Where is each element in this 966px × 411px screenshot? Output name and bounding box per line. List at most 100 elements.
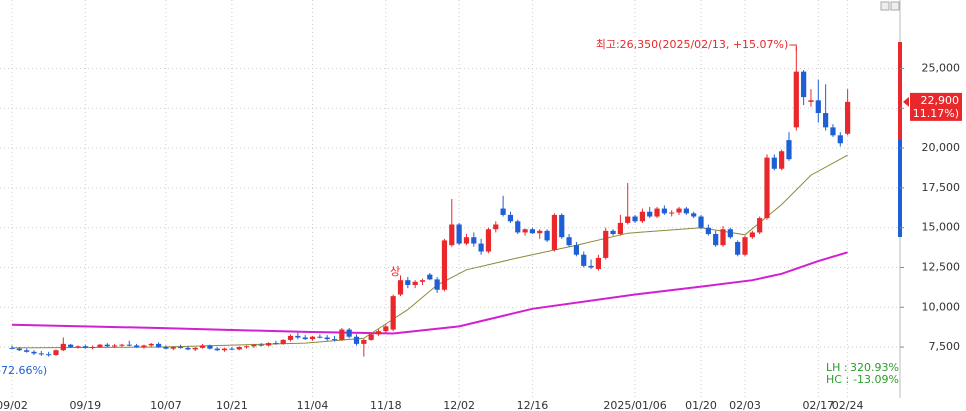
x-tick-label: 12/16	[517, 399, 549, 411]
candle-body	[771, 157, 777, 169]
candle-body	[581, 254, 587, 266]
candle-body	[309, 336, 316, 340]
last-price-box	[910, 92, 962, 121]
range-bar-down	[898, 140, 902, 237]
candle-body	[757, 218, 763, 233]
candle-body	[317, 336, 323, 338]
candle-body	[434, 279, 440, 290]
window-button[interactable]	[890, 1, 900, 11]
candle-body	[698, 216, 704, 228]
candle-body	[97, 344, 103, 348]
candle-body	[713, 234, 719, 246]
candle-body	[346, 329, 352, 337]
x-tick-label: 10/21	[216, 399, 248, 411]
candle-body	[639, 211, 645, 222]
candle-body	[383, 326, 389, 332]
candle-body	[405, 280, 411, 285]
x-tick-label: 02/17	[802, 399, 834, 411]
y-tick-label: 20,000	[922, 141, 961, 154]
candle-body	[229, 348, 235, 350]
candle-body	[258, 344, 264, 346]
candle-body	[507, 214, 514, 222]
candle-body	[808, 100, 814, 102]
candle-body	[141, 345, 147, 348]
y-tick-label: 10,000	[922, 300, 961, 313]
last-price-label: 22,900	[921, 94, 960, 107]
candle-body	[595, 257, 601, 270]
last-change-label: ( 11.17%)	[905, 107, 959, 120]
candle-body	[419, 280, 426, 282]
candle-body	[9, 347, 15, 349]
candle-body	[112, 345, 118, 347]
moving-average-line	[11, 251, 848, 335]
candle-body	[845, 101, 851, 134]
y-tick-label: 25,000	[922, 61, 961, 74]
candle-body	[295, 335, 301, 338]
candle-body	[353, 336, 360, 344]
candle-body	[654, 208, 660, 217]
x-tick-label: 02/24	[832, 399, 864, 411]
candle-body	[60, 343, 66, 351]
candle-body	[793, 71, 799, 128]
candle-body	[163, 347, 169, 349]
candle-body	[779, 151, 785, 169]
candle-body	[287, 335, 294, 340]
candle-body	[192, 347, 198, 350]
candle-body	[735, 241, 741, 255]
candle-body	[500, 208, 506, 215]
candle-body	[588, 265, 594, 268]
candle-body	[632, 216, 638, 222]
y-tick-label: 17,500	[922, 181, 961, 194]
candle-body	[75, 346, 81, 348]
candle-body	[53, 350, 59, 356]
candle-body	[749, 232, 755, 238]
candle-body	[280, 339, 286, 344]
window-button[interactable]	[880, 1, 890, 11]
candle-body	[559, 214, 565, 238]
candle-body	[610, 230, 616, 235]
candle-body	[199, 345, 206, 348]
x-tick-label: 09/02	[0, 399, 28, 411]
candle-body	[412, 281, 418, 285]
candle-body	[537, 230, 543, 234]
candle-body	[742, 237, 748, 255]
candle-body	[683, 208, 689, 214]
candle-body	[24, 350, 30, 352]
candle-body	[566, 237, 572, 246]
x-tick-label: 02/03	[729, 399, 761, 411]
candle-body	[185, 347, 191, 350]
x-tick-label: 11/18	[370, 399, 402, 411]
candle-body	[441, 240, 448, 290]
candle-body	[273, 343, 279, 345]
stat-value: -13.09%	[853, 373, 899, 386]
candle-body	[90, 347, 96, 349]
candle-body	[177, 347, 184, 349]
candle-body	[339, 329, 345, 340]
candle-body	[207, 345, 213, 349]
candle-body	[471, 237, 477, 244]
candle-body	[786, 140, 792, 160]
candle-body	[727, 229, 733, 238]
candle-body	[148, 343, 154, 346]
candle-body	[119, 344, 125, 346]
candle-body	[815, 100, 821, 114]
candle-body	[265, 343, 272, 346]
x-tick-label: 12/02	[443, 399, 475, 411]
candle-body	[573, 245, 580, 255]
stat-value: 320.93%	[850, 361, 899, 374]
x-tick-label: 01/20	[685, 399, 717, 411]
candle-body	[837, 135, 843, 144]
stat-label: LH :	[826, 361, 848, 374]
candle-body	[493, 224, 499, 230]
candle-body	[38, 353, 44, 355]
candle-body	[485, 229, 492, 252]
candle-body	[669, 212, 675, 214]
x-tick-label: 10/07	[150, 399, 182, 411]
candle-body	[551, 214, 558, 250]
candle-body	[625, 216, 631, 223]
candle-body	[647, 211, 653, 217]
candle-body	[830, 127, 836, 136]
candle-body	[515, 221, 521, 233]
candle-body	[427, 274, 433, 280]
candle-body	[463, 237, 470, 244]
